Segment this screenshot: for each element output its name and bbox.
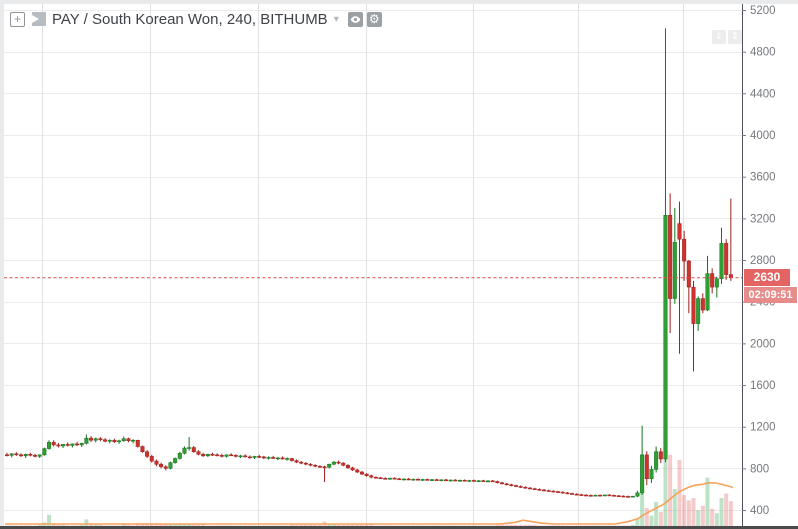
volume-ma-line xyxy=(5,482,734,525)
price-axis-label: 4000 xyxy=(750,130,776,142)
price-axis-label: 2000 xyxy=(750,338,776,350)
price-axis-label: 4800 xyxy=(750,47,776,59)
reset-scale-button[interactable]: ↕ xyxy=(728,30,742,44)
gridlines xyxy=(0,0,742,529)
price-axis[interactable]: 4008001200160020002400280032003600400044… xyxy=(742,0,776,529)
price-axis-label: 800 xyxy=(750,463,769,475)
gear-icon: ⚙ xyxy=(368,12,380,26)
price-axis-label: 2800 xyxy=(750,255,776,267)
last-price-badge[interactable]: 2630 xyxy=(744,269,790,286)
candles xyxy=(5,28,733,498)
price-axis-label: 400 xyxy=(750,505,769,517)
bottom-border xyxy=(0,526,798,529)
price-axis-label: 3600 xyxy=(750,172,776,184)
eye-icon xyxy=(350,15,361,23)
symbol-title[interactable]: PAY / South Korean Won, 240, BITHUMB xyxy=(52,10,328,28)
left-edge-strip xyxy=(0,4,4,527)
symbol-logo-shape xyxy=(32,15,39,23)
scroll-to-recent-button[interactable]: ↓ xyxy=(712,30,726,44)
toggle-visibility-button[interactable] xyxy=(347,11,363,27)
price-axis-label: 3200 xyxy=(750,213,776,225)
chart-properties-button[interactable]: ⚙ xyxy=(366,11,382,27)
volume-bars xyxy=(5,451,733,527)
chart-legend: + PAY / South Korean Won, 240, BITHUMB ▾… xyxy=(10,10,382,28)
price-axis-label: 1200 xyxy=(750,422,776,434)
price-axis-label: 4400 xyxy=(750,88,776,100)
symbol-logo xyxy=(32,12,46,26)
bar-countdown-badge: 02:09:51 xyxy=(744,287,797,303)
price-axis-label: 1600 xyxy=(750,380,776,392)
chevron-down-icon[interactable]: ▾ xyxy=(333,13,339,25)
plus-square-icon[interactable]: + xyxy=(10,11,25,27)
top-edge-strip xyxy=(0,0,798,4)
price-axis-label: 5200 xyxy=(750,5,776,17)
